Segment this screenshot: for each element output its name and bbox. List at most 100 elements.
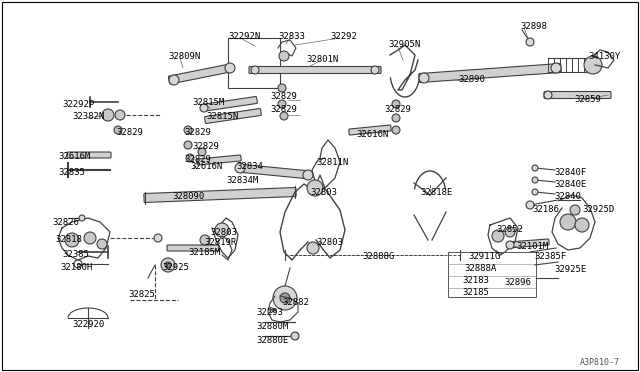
Circle shape	[154, 234, 162, 242]
Circle shape	[115, 110, 125, 120]
Text: 32852: 32852	[496, 225, 523, 234]
FancyBboxPatch shape	[168, 64, 232, 84]
Circle shape	[392, 114, 400, 122]
Circle shape	[492, 230, 504, 242]
Text: 32911G: 32911G	[468, 252, 500, 261]
Circle shape	[200, 235, 210, 245]
Text: 32825: 32825	[128, 290, 155, 299]
Text: 32185: 32185	[462, 288, 489, 297]
Text: 32880E: 32880E	[256, 336, 288, 345]
Circle shape	[225, 63, 235, 73]
Circle shape	[169, 75, 179, 85]
Text: 32835: 32835	[58, 168, 85, 177]
Text: 32829: 32829	[184, 155, 211, 164]
Circle shape	[273, 286, 297, 310]
Circle shape	[198, 148, 206, 156]
FancyBboxPatch shape	[205, 109, 261, 124]
Text: 32880M: 32880M	[256, 322, 288, 331]
Text: 32834M: 32834M	[226, 176, 259, 185]
Text: A3P810-7: A3P810-7	[580, 358, 620, 367]
Text: 32829: 32829	[270, 105, 297, 114]
FancyBboxPatch shape	[237, 164, 311, 179]
Text: 32898: 32898	[520, 22, 547, 31]
Circle shape	[505, 227, 515, 237]
Circle shape	[307, 242, 319, 254]
Text: 32616N: 32616N	[190, 162, 222, 171]
Circle shape	[570, 205, 580, 215]
FancyBboxPatch shape	[167, 245, 219, 251]
Circle shape	[84, 232, 96, 244]
Text: 32829: 32829	[116, 128, 143, 137]
Text: 32882: 32882	[282, 298, 309, 307]
Text: 32803: 32803	[316, 238, 343, 247]
Text: 328090: 328090	[172, 192, 204, 201]
Text: 32815M: 32815M	[192, 98, 224, 107]
Circle shape	[544, 91, 552, 99]
Bar	[448, 252, 536, 297]
Text: 32834: 32834	[236, 162, 263, 171]
Text: 32185M: 32185M	[188, 248, 220, 257]
Text: 32803: 32803	[210, 228, 237, 237]
Circle shape	[532, 165, 538, 171]
Text: 32840E: 32840E	[554, 180, 586, 189]
Circle shape	[303, 170, 313, 180]
Text: 32925: 32925	[162, 263, 189, 272]
Circle shape	[279, 51, 289, 61]
Text: 32616M: 32616M	[58, 152, 90, 161]
Bar	[228, 38, 280, 88]
Circle shape	[526, 38, 534, 46]
Text: 32101M: 32101M	[516, 242, 548, 251]
Text: 32840F: 32840F	[554, 168, 586, 177]
FancyBboxPatch shape	[507, 239, 549, 248]
FancyBboxPatch shape	[349, 125, 391, 135]
Circle shape	[307, 180, 323, 196]
Text: 32829: 32829	[384, 105, 411, 114]
Circle shape	[235, 163, 245, 173]
Text: 32829: 32829	[270, 92, 297, 101]
Circle shape	[278, 84, 286, 92]
Text: 32829: 32829	[184, 128, 211, 137]
Circle shape	[280, 293, 290, 303]
Circle shape	[79, 215, 85, 221]
Text: 32385F: 32385F	[534, 252, 566, 261]
Circle shape	[251, 66, 259, 74]
Text: 32888A: 32888A	[464, 264, 496, 273]
Circle shape	[200, 104, 208, 112]
Text: 32818: 32818	[55, 235, 82, 244]
Circle shape	[291, 332, 299, 340]
Circle shape	[114, 126, 122, 134]
Text: 32616N: 32616N	[356, 130, 388, 139]
Circle shape	[102, 109, 114, 121]
Text: 32890: 32890	[458, 75, 485, 84]
Text: 32859: 32859	[574, 95, 601, 104]
FancyBboxPatch shape	[67, 152, 111, 158]
Text: 32925D: 32925D	[582, 205, 614, 214]
Text: 32840: 32840	[554, 192, 581, 201]
Circle shape	[532, 189, 538, 195]
Text: 32888G: 32888G	[362, 252, 394, 261]
Circle shape	[280, 112, 288, 120]
Text: 32905N: 32905N	[388, 40, 420, 49]
FancyBboxPatch shape	[200, 96, 257, 112]
Text: 32829: 32829	[192, 142, 219, 151]
Circle shape	[560, 214, 576, 230]
Circle shape	[392, 100, 400, 108]
Text: 32180H: 32180H	[60, 263, 92, 272]
FancyBboxPatch shape	[544, 92, 611, 99]
FancyBboxPatch shape	[197, 155, 241, 165]
Text: 32183: 32183	[462, 276, 489, 285]
Text: 34130Y: 34130Y	[588, 52, 620, 61]
Circle shape	[184, 141, 192, 149]
Text: 32809N: 32809N	[168, 52, 200, 61]
FancyBboxPatch shape	[144, 187, 296, 202]
Circle shape	[65, 233, 79, 247]
Text: 32896: 32896	[504, 278, 531, 287]
Text: 32293: 32293	[256, 308, 283, 317]
Text: 32803: 32803	[310, 188, 337, 197]
Text: 32382N: 32382N	[72, 112, 104, 121]
Circle shape	[551, 63, 561, 73]
Circle shape	[165, 262, 171, 268]
Circle shape	[526, 201, 534, 209]
Circle shape	[215, 223, 229, 237]
Circle shape	[506, 241, 514, 249]
